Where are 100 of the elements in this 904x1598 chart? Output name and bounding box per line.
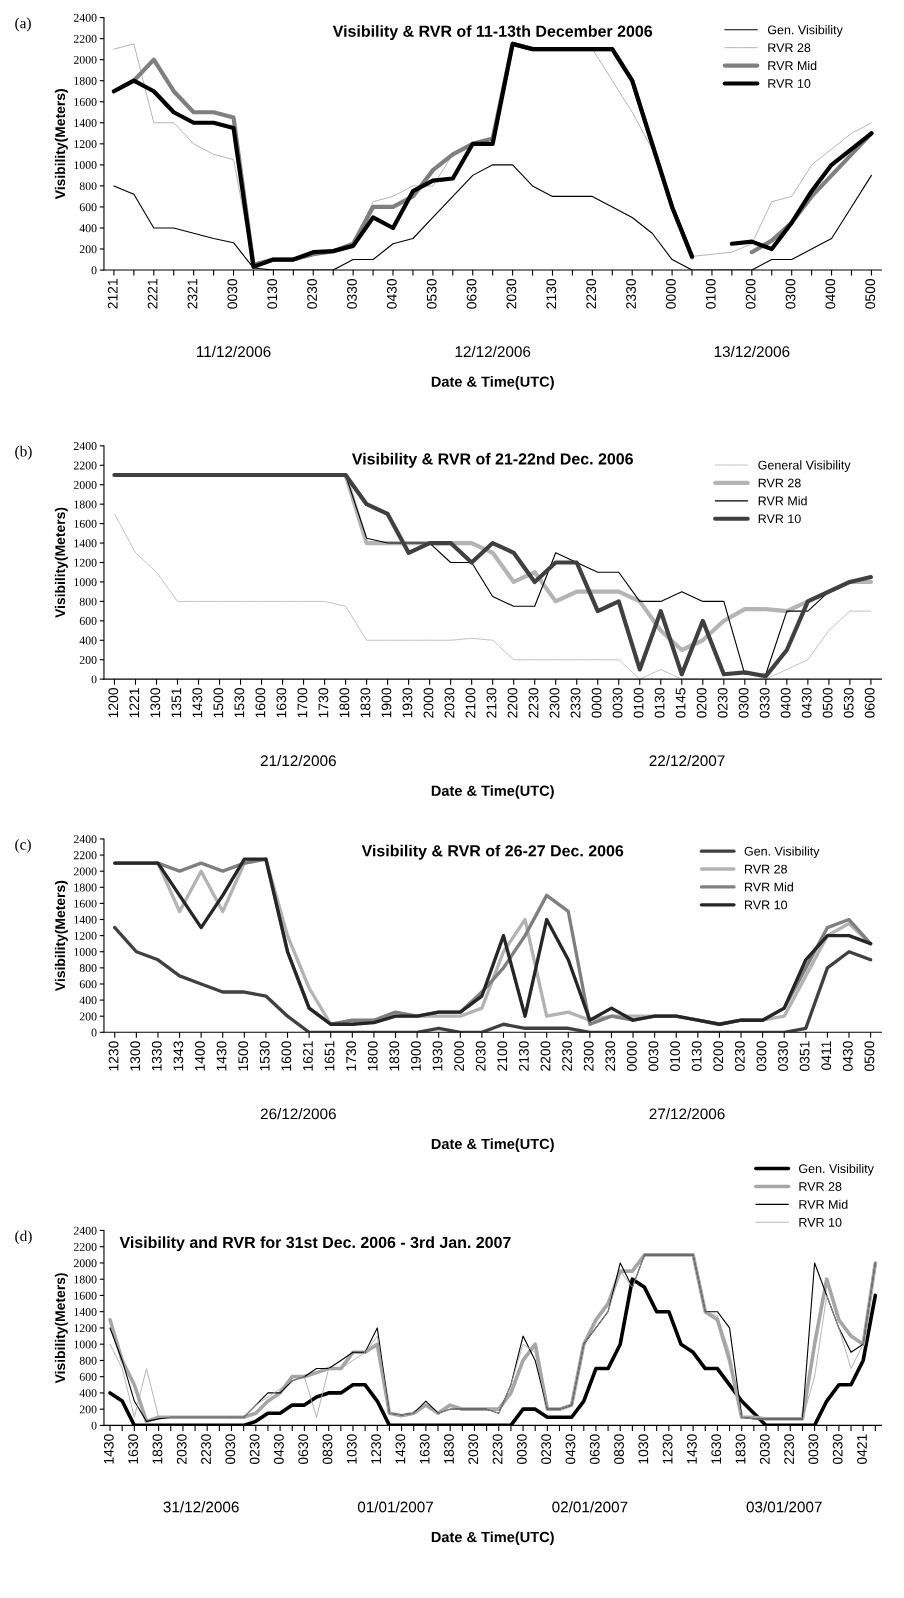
x-tick-label: 1900	[381, 688, 392, 718]
legend-label: RVR Mid	[799, 1199, 848, 1209]
x-tick-label: 1430	[192, 688, 203, 718]
x-tick-label: 1430	[687, 1434, 697, 1464]
y-tick-label: 800	[79, 964, 97, 973]
x-tick-label: 1830	[735, 1434, 746, 1464]
x-tick-label: 2330	[570, 688, 581, 718]
x-tick-label: 0351	[799, 1041, 810, 1071]
text: 11/12/2006	[197, 345, 271, 358]
y-tick-label: 2200	[73, 1242, 97, 1251]
x-tick-label: 1430	[395, 1434, 406, 1464]
y-tick-label: 400	[79, 996, 97, 1005]
y-tick-label: 2200	[73, 851, 97, 860]
x-tick-label: 1651	[324, 1041, 335, 1071]
y-tick-label: 200	[79, 1405, 97, 1414]
x-tick-label: 0230	[307, 278, 317, 309]
text: 22/12/2007	[649, 754, 725, 767]
x-tick-label: 2030	[475, 1041, 486, 1071]
y-tick-label: 600	[79, 1372, 97, 1381]
y-axis-title: Visibility(Meters)	[54, 507, 68, 618]
x-tick-label: 0330	[778, 1041, 788, 1071]
legend-label: RVR 28	[799, 1182, 842, 1191]
x-tick-label: 0230	[717, 688, 728, 718]
chart-title: Visibility & RVR of 21-22nd Dec. 2006	[351, 452, 633, 468]
y-tick-label: 400	[79, 636, 97, 645]
text: 13/12/2006	[714, 345, 790, 358]
x-tick-label: 2230	[528, 688, 539, 718]
text: 26/12/2006	[260, 1108, 336, 1120]
y-tick-label: 1000	[74, 161, 97, 170]
y-tick-label: 1200	[74, 140, 97, 149]
x-tick-label: 2230	[784, 1434, 795, 1464]
x-tick-label: 1230	[108, 1041, 119, 1071]
x-tick-label: 1630	[276, 688, 287, 718]
x-tick-label: 0130	[654, 688, 665, 718]
x-tick-label: 2100	[465, 688, 476, 718]
y-tick-label: 2400	[73, 13, 97, 22]
x-tick-label: 1630	[128, 1434, 139, 1464]
text: 31/12/2006	[163, 1501, 239, 1513]
legend-label: RVR 28	[745, 864, 787, 874]
x-tick-label: 1600	[255, 688, 266, 718]
x-tick-label: 2000	[454, 1041, 465, 1071]
x-tick-label: 1730	[346, 1041, 357, 1071]
x-tick-label: 0000	[665, 278, 676, 309]
y-tick-label: 1400	[74, 119, 97, 127]
y-tick-label: 600	[79, 203, 97, 212]
x-tick-label: 2300	[583, 1041, 594, 1071]
x-tick-label: 0500	[822, 688, 833, 718]
x-tick-label: 0430	[386, 278, 397, 309]
x-tick-label: 0830	[614, 1434, 624, 1465]
legend-label: Gen. Visibility	[799, 1163, 874, 1176]
text: (a)	[15, 17, 31, 32]
legend-label: RVR 10	[768, 79, 811, 88]
y-axis-title: Visibility(Meters)	[54, 89, 68, 200]
legend-label: RVR 10	[745, 900, 788, 910]
legend-label: Gen. Visibility	[744, 846, 820, 859]
legend-label: RVR Mid	[768, 60, 817, 71]
x-tick-label: 2230	[201, 1434, 211, 1464]
x-tick-label: 1930	[432, 1041, 443, 1071]
x-tick-label: 0500	[864, 1041, 875, 1071]
x-tick-label: 0000	[626, 1041, 637, 1071]
x-tick-label: 1221	[129, 688, 140, 718]
y-tick-label: 800	[79, 182, 97, 191]
x-tick-label: 1400	[195, 1041, 205, 1071]
x-tick-label: 0630	[466, 278, 477, 309]
x-axis-title: Date & Time(UTC)	[431, 376, 554, 390]
x-tick-label: 0230	[541, 1434, 552, 1465]
x-tick-label: 1030	[638, 1434, 649, 1464]
x-tick-label: 1600	[281, 1041, 292, 1071]
x-tick-label: 1343	[173, 1041, 184, 1071]
x-tick-label: 0600	[864, 688, 875, 718]
y-tick-label: 200	[79, 245, 97, 254]
text: (d)	[15, 1230, 32, 1245]
x-tick-label: 0030	[808, 1434, 819, 1465]
legend-label: General Visibility	[758, 460, 851, 472]
x-tick-label: 1030	[346, 1434, 357, 1464]
x-tick-label: 0330	[759, 688, 770, 718]
x-tick-label: 1300	[130, 1041, 141, 1071]
y-tick-label: 1800	[74, 883, 97, 892]
y-tick-label: 0	[91, 675, 97, 684]
y-tick-label: 1600	[74, 1291, 97, 1300]
x-tick-label: 1830	[389, 1041, 400, 1071]
y-tick-label: 2000	[73, 1259, 97, 1268]
text: (b)	[15, 445, 32, 460]
x-tick-label: 1630	[711, 1434, 722, 1464]
x-tick-label: 1330	[151, 1041, 162, 1071]
y-tick-label: 2200	[73, 461, 97, 470]
x-tick-label: 0500	[865, 278, 876, 309]
x-tick-label: 0630	[589, 1434, 600, 1465]
x-tick-label: 2330	[626, 278, 636, 309]
x-tick-label: 1700	[297, 688, 308, 718]
x-tick-label: 2221	[147, 279, 158, 309]
x-tick-label: 1730	[318, 688, 329, 718]
y-tick-label: 800	[79, 597, 97, 606]
x-tick-label: 2230	[492, 1434, 503, 1464]
x-tick-label: 1430	[103, 1434, 114, 1464]
y-tick-label: 2200	[73, 34, 97, 43]
x-tick-label: 1621	[303, 1041, 313, 1071]
y-tick-label: 0	[91, 266, 97, 275]
x-tick-label: 0630	[298, 1434, 309, 1465]
x-tick-label: 0145	[675, 688, 686, 718]
